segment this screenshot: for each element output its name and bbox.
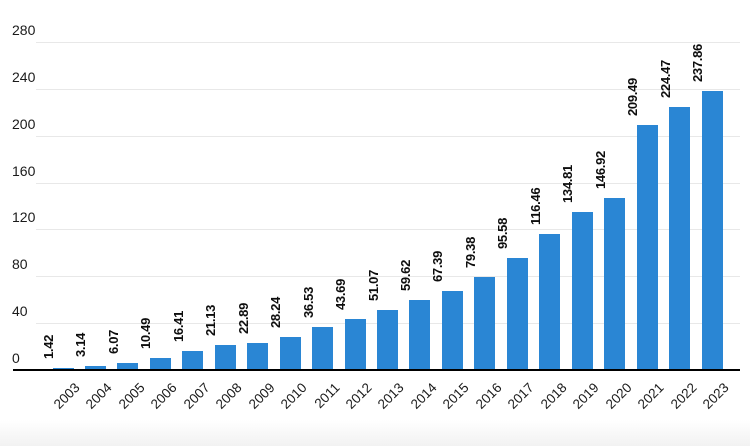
x-axis-tick-label: 2015 [440,380,473,412]
bar-2021 [636,124,658,370]
x-axis-line [13,369,740,371]
bar-2020 [604,197,626,370]
bar-2005 [117,362,139,370]
bar-value-label: 237.86 [690,44,705,83]
bar-value-label: 51.07 [365,270,381,302]
x-axis-tick-label: 2016 [472,380,505,412]
x-axis-tick-label: 2021 [634,380,667,412]
x-axis-tick-label: 2020 [602,380,635,412]
bar-value-label: 209.49 [625,77,641,116]
bar-value-label: 3.14 [73,333,89,358]
bar-2006 [149,357,171,370]
bar-value-label: 224.47 [657,60,673,99]
y-gridline [36,182,740,184]
bar-2014 [409,300,431,370]
x-axis-tick-label: 2019 [569,380,602,412]
x-axis-tick-label: 2003 [50,380,83,412]
bar-value-label: 95.58 [495,217,511,250]
bar-value-label: 1.42 [41,335,56,360]
x-axis-tick-label: 2011 [311,380,343,412]
bar-2023 [701,91,723,370]
bar-value-label: 28.24 [268,296,284,328]
bar-2012 [344,318,366,370]
x-axis-tick-label: 2010 [277,380,310,412]
x-axis-tick-label: 2017 [505,380,537,412]
x-axis-tick-label: 2007 [180,380,213,412]
y-gridline [36,276,740,278]
y-gridline [36,88,740,90]
bar-value-label: 36.53 [300,287,316,319]
bar-value-label: 16.41 [170,310,186,342]
bar-value-label: 10.49 [138,317,154,349]
bar-value-label: 21.13 [203,305,219,337]
bar-2008 [214,345,236,370]
bar-value-label: 79.38 [462,236,478,268]
bar-2007 [182,350,204,370]
bar-value-label: 146.92 [592,150,608,189]
bar-2016 [474,277,496,370]
y-gridline [36,42,740,43]
bar-value-label: 6.07 [105,329,121,354]
x-axis-tick-label: 2013 [375,380,408,412]
bar-2015 [441,291,463,370]
x-axis-tick-label: 2014 [407,380,440,412]
y-axis-tick-label: 240 [12,68,36,85]
y-gridline [36,135,740,137]
bar-2019 [571,212,593,370]
bar-value-label: 59.62 [397,260,413,292]
bar-2013 [377,310,398,370]
x-axis-tick-label: 2004 [83,380,116,412]
bar-2018 [539,233,561,370]
bar-value-label: 43.69 [333,278,349,310]
bar-2004 [84,366,106,370]
x-axis-tick-label: 2023 [699,380,732,412]
bar-2022 [669,107,691,370]
bar-2011 [312,327,334,370]
y-gridline [36,229,740,231]
y-axis-tick-label: 120 [12,209,36,226]
bar-value-label: 67.39 [430,251,446,283]
bar-value-label: 116.46 [527,187,543,225]
bar-2009 [247,343,269,370]
y-axis-tick-label: 280 [12,22,36,38]
bar-2017 [506,258,528,370]
x-axis-tick-label: 2006 [148,380,180,412]
x-axis-tick-label: 2008 [213,380,245,412]
y-axis-tick-label: 80 [12,256,28,273]
bar-2010 [279,336,301,370]
x-axis-tick-label: 2018 [537,380,570,412]
bar-value-label: 134.81 [560,165,576,204]
y-axis-tick-label: 0 [12,350,20,366]
bar-value-label: 22.89 [235,303,251,335]
x-axis-tick-label: 2005 [115,380,148,412]
x-axis-tick-label: 2009 [245,380,278,412]
y-axis-tick-label: 160 [12,162,36,179]
y-axis-tick-label: 200 [12,115,36,132]
y-axis-tick-label: 40 [12,303,28,320]
x-axis-tick-label: 2022 [667,380,700,412]
x-axis-tick-label: 2012 [342,380,375,412]
